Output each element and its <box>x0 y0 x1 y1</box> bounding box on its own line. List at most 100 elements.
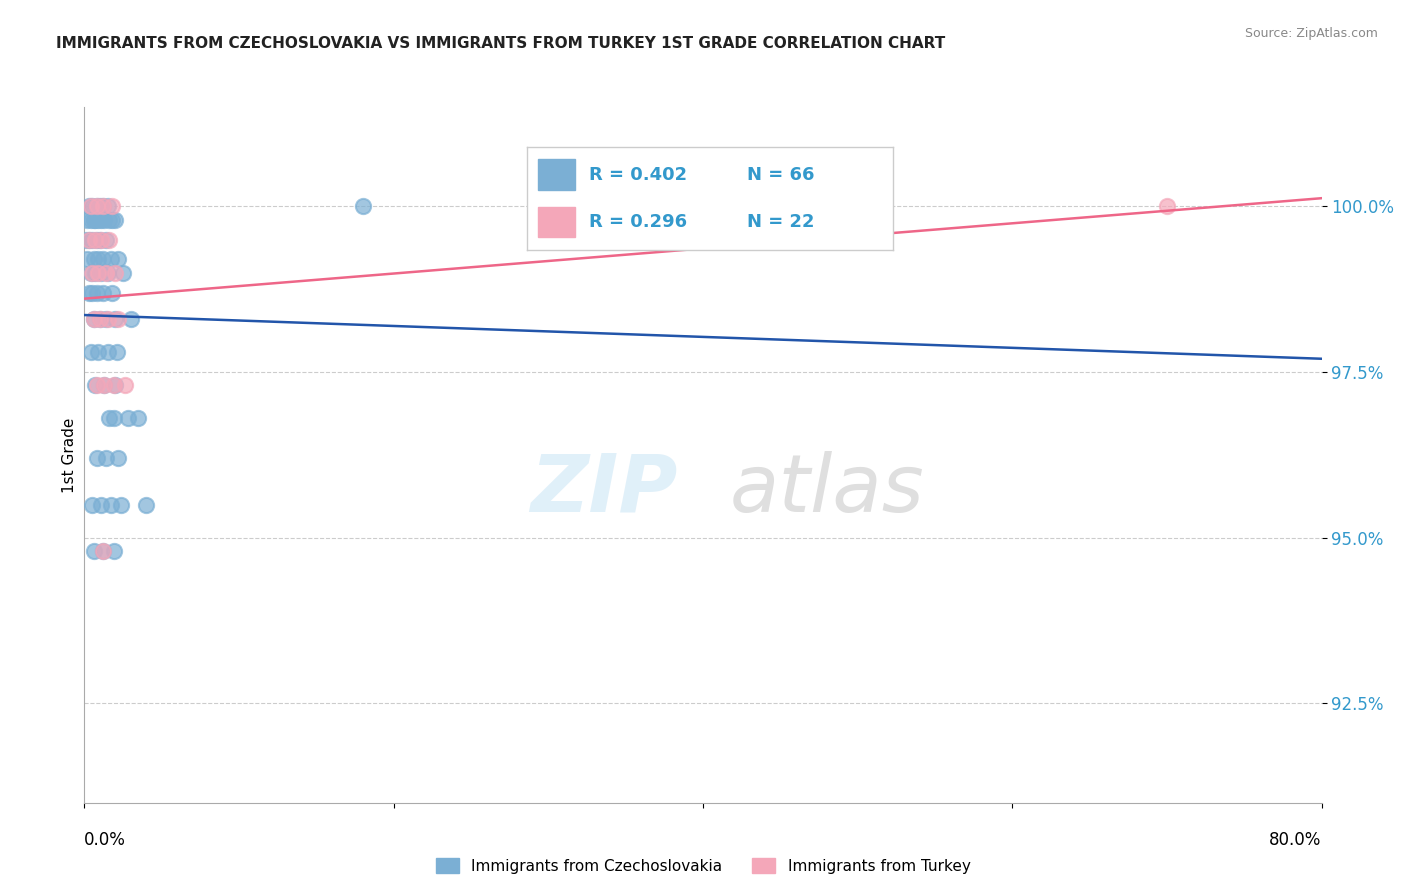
Point <box>120 312 142 326</box>
Point <box>100 252 122 267</box>
Point <box>101 199 124 213</box>
Bar <box>538 160 575 190</box>
Point <box>83 252 105 267</box>
Point <box>79 266 101 280</box>
Point <box>86 285 108 300</box>
Point <box>79 199 101 213</box>
Point <box>103 544 125 558</box>
Point <box>91 285 114 300</box>
Point <box>91 199 114 213</box>
Text: 80.0%: 80.0% <box>1270 830 1322 848</box>
Point <box>98 233 121 247</box>
Point <box>98 411 121 425</box>
Point <box>101 212 124 227</box>
Point <box>82 233 104 247</box>
Point <box>100 498 122 512</box>
Point <box>83 312 105 326</box>
Point <box>87 345 110 359</box>
Point <box>77 285 100 300</box>
Point <box>90 498 112 512</box>
Point <box>93 212 115 227</box>
Point <box>103 378 125 392</box>
Point <box>90 212 112 227</box>
Point <box>104 378 127 392</box>
Point <box>82 285 104 300</box>
Point <box>82 498 104 512</box>
Point <box>135 498 157 512</box>
Point <box>104 312 127 326</box>
Point <box>76 252 98 267</box>
Point <box>86 233 108 247</box>
Point <box>93 378 115 392</box>
Text: 0.0%: 0.0% <box>84 830 127 848</box>
Point <box>79 212 101 227</box>
Text: atlas: atlas <box>730 450 924 529</box>
Point <box>87 266 110 280</box>
Point <box>105 345 128 359</box>
Point <box>79 345 101 359</box>
Bar <box>538 207 575 237</box>
Point <box>93 378 115 392</box>
Point <box>98 212 121 227</box>
Point <box>83 544 105 558</box>
Point <box>91 252 114 267</box>
Point <box>94 312 117 326</box>
Point <box>89 312 111 326</box>
Point <box>77 199 100 213</box>
Point <box>84 378 107 392</box>
Point <box>104 212 127 227</box>
Point <box>96 345 118 359</box>
Point <box>86 378 108 392</box>
Point <box>127 411 149 425</box>
Point <box>94 451 117 466</box>
Point <box>91 199 114 213</box>
Point <box>82 199 104 213</box>
Point <box>77 233 100 247</box>
Text: R = 0.296: R = 0.296 <box>589 213 688 231</box>
Point <box>90 233 112 247</box>
Point <box>82 266 104 280</box>
Point <box>112 266 135 280</box>
Point <box>107 312 129 326</box>
Point <box>101 285 124 300</box>
Point <box>86 199 108 213</box>
Point <box>89 233 111 247</box>
Legend: Immigrants from Czechoslovakia, Immigrants from Turkey: Immigrants from Czechoslovakia, Immigran… <box>429 852 977 880</box>
Text: N = 22: N = 22 <box>747 213 814 231</box>
Point <box>107 252 129 267</box>
Point <box>107 451 129 466</box>
Point <box>84 266 107 280</box>
Point <box>117 411 139 425</box>
Point <box>90 266 112 280</box>
Point <box>104 266 127 280</box>
Point <box>110 498 132 512</box>
Point <box>96 199 118 213</box>
Point <box>83 212 105 227</box>
Point <box>84 233 107 247</box>
Point <box>352 199 374 213</box>
Text: N = 66: N = 66 <box>747 166 814 184</box>
Point <box>96 312 118 326</box>
Text: IMMIGRANTS FROM CZECHOSLOVAKIA VS IMMIGRANTS FROM TURKEY 1ST GRADE CORRELATION C: IMMIGRANTS FROM CZECHOSLOVAKIA VS IMMIGR… <box>56 36 945 51</box>
Point <box>114 378 136 392</box>
Point <box>87 212 110 227</box>
Point <box>89 312 111 326</box>
Point <box>77 233 100 247</box>
Point <box>103 411 125 425</box>
Point <box>94 233 117 247</box>
Point <box>86 199 108 213</box>
Point <box>94 266 117 280</box>
Point <box>91 544 114 558</box>
Y-axis label: 1st Grade: 1st Grade <box>62 417 77 492</box>
Point <box>1156 199 1178 213</box>
Text: ZIP: ZIP <box>530 450 678 529</box>
Point <box>75 233 97 247</box>
Point <box>86 451 108 466</box>
Point <box>96 266 118 280</box>
Text: R = 0.402: R = 0.402 <box>589 166 688 184</box>
Point <box>76 212 98 227</box>
Point <box>87 252 110 267</box>
Point <box>89 199 111 213</box>
Point <box>83 312 105 326</box>
Point <box>84 212 107 227</box>
